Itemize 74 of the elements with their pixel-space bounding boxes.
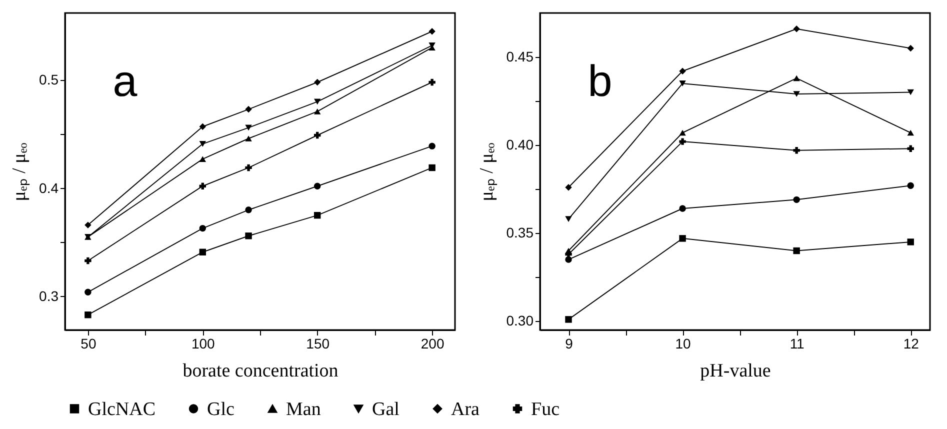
- x-tick-label: 100: [191, 336, 216, 352]
- point: [314, 98, 321, 105]
- y-tick-label: 0.3: [39, 288, 59, 304]
- point: [245, 232, 252, 240]
- point: [907, 130, 914, 136]
- point: [907, 145, 914, 152]
- annotation: b: [588, 57, 612, 106]
- point: [245, 124, 252, 131]
- point: [793, 25, 800, 32]
- point: [793, 147, 800, 154]
- point: [314, 132, 321, 139]
- point: [907, 182, 914, 189]
- point: [679, 138, 686, 145]
- point: [679, 205, 686, 212]
- legend-label: GlcNAC: [88, 398, 156, 420]
- point: [793, 247, 800, 254]
- y-tick-label: 0.45: [506, 48, 534, 65]
- point: [84, 257, 92, 264]
- point: [428, 28, 436, 35]
- point: [907, 238, 914, 246]
- point: [793, 91, 800, 97]
- y-tick-label: 0.5: [39, 72, 59, 88]
- y-tick-label: 0.4: [39, 180, 59, 196]
- point: [314, 212, 321, 219]
- point: [199, 182, 206, 190]
- point: [245, 164, 252, 172]
- point: [84, 288, 92, 296]
- point: [199, 156, 206, 162]
- point: [199, 224, 206, 232]
- point: [199, 141, 206, 147]
- x-tick-label: 50: [80, 336, 96, 352]
- point: [199, 123, 206, 130]
- y-tick-label: 0.30: [506, 312, 534, 329]
- point: [428, 164, 436, 172]
- point: [314, 182, 321, 190]
- point: [428, 78, 436, 86]
- point: [679, 235, 686, 242]
- legend-label: Fuc: [531, 398, 560, 420]
- x-tick-label: 200: [420, 336, 444, 352]
- y-axis-title: μₑₚ / μₑₒ: [476, 142, 498, 202]
- point: [679, 80, 686, 86]
- point: [428, 142, 436, 150]
- x-axis-title: borate concentration: [182, 360, 339, 382]
- annotation: a: [112, 57, 138, 106]
- x-tick-label: 12: [903, 336, 920, 352]
- point: [679, 130, 686, 136]
- point: [907, 44, 914, 52]
- x-tick-label: 10: [675, 336, 692, 352]
- point: [245, 206, 252, 214]
- x-axis-title: pH-value: [700, 360, 771, 382]
- point: [679, 68, 686, 74]
- point: [245, 136, 252, 142]
- point: [84, 312, 92, 318]
- point: [793, 75, 800, 82]
- point: [793, 196, 800, 204]
- point: [245, 106, 252, 113]
- point: [84, 222, 92, 228]
- point: [565, 216, 572, 222]
- legend-label: Gal: [372, 398, 400, 420]
- x-tick-label: 11: [790, 336, 805, 352]
- point: [314, 78, 321, 86]
- x-tick-label: 9: [565, 336, 574, 352]
- x-tick-label: 150: [306, 336, 330, 352]
- legend-label: Man: [286, 398, 322, 420]
- y-tick-label: 0.40: [506, 136, 534, 153]
- point: [565, 184, 572, 191]
- y-axis-title: μₑₚ / μₑₒ: [9, 142, 30, 202]
- legend-label: Ara: [451, 398, 480, 420]
- point: [314, 108, 321, 114]
- legend-label: Glc: [207, 398, 234, 420]
- point: [565, 316, 572, 323]
- point: [199, 248, 206, 256]
- point: [907, 89, 914, 96]
- y-tick-label: 0.35: [506, 224, 534, 241]
